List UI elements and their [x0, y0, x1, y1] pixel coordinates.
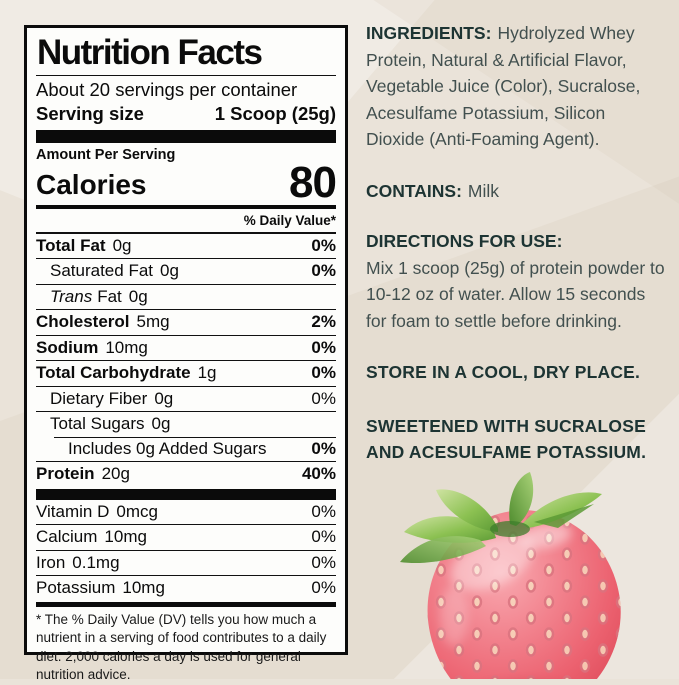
contains-paragraph: CONTAINS: Milk [366, 178, 666, 205]
ingredients-label: INGREDIENTS: [366, 23, 492, 43]
nutrient-name: Includes 0g Added Sugars [68, 438, 267, 458]
nutrient-name: Cholesterol [36, 312, 130, 332]
nutrient-dv: 0% [311, 578, 336, 598]
nutrient-name-italic: Trans [50, 286, 93, 306]
nutrient-row-trans-fat: Trans Fat 0g [36, 283, 336, 310]
storage-instruction: STORE IN A COOL, DRY PLACE. [366, 362, 641, 382]
nutrient-row-total-carbohydrate: Total Carbohydrate 1g 0% [36, 360, 336, 386]
nutrient-name: Saturated Fat [50, 261, 154, 281]
nutrient-amount: 10mg [104, 527, 147, 547]
thick-divider-bar [36, 488, 336, 500]
thick-divider-bar [36, 129, 336, 143]
nutrient-amount: 1g [197, 363, 217, 383]
nutrient-name: Total Sugars [50, 414, 145, 434]
nutrient-dv: 0% [311, 552, 336, 572]
nutrient-row-added-sugars: Includes 0g Added Sugars 0% [36, 436, 336, 462]
medium-divider-bar [36, 601, 336, 607]
nutrient-row-cholesterol: Cholesterol 5mg 2% [36, 309, 336, 335]
nutrient-amount: 10mg [105, 337, 148, 357]
nutrient-name: Total Carbohydrate [36, 363, 191, 383]
nutrient-name: Iron [36, 552, 66, 572]
ingredients-paragraph: INGREDIENTS: Hydrolyzed Whey Protein, Nat… [366, 20, 666, 153]
ingredients-text: Hydrolyzed Whey Protein, Natural & Artif… [366, 23, 641, 149]
nutrient-amount: 0g [112, 235, 132, 255]
nutrient-amount: 0g [154, 388, 174, 408]
nutrient-dv: 0% [311, 438, 336, 458]
directions-paragraph: DIRECTIONS FOR USE: Mix 1 scoop (25g) of … [366, 228, 666, 334]
micronutrient-row-iron: Iron 0.1mg 0% [36, 549, 336, 576]
servings-per-container: About 20 servings per container [36, 78, 298, 100]
strawberry-illustration [400, 472, 621, 685]
nutrient-name: Sodium [36, 337, 99, 357]
micronutrient-row-vitamin-d: Vitamin D 0mcg 0% [36, 500, 336, 525]
nutrient-name: Vitamin D [36, 501, 110, 521]
nutrient-dv: 40% [301, 464, 336, 484]
nutrient-dv: 0% [311, 388, 336, 408]
sweetener-statement: SWEETENED WITH SUCRALOSE AND ACESULFAME … [366, 415, 647, 463]
nutrient-name: Calcium [36, 527, 98, 547]
strawberry-image [396, 466, 650, 685]
nutrient-row-total-sugars: Total Sugars 0g [36, 411, 336, 437]
serving-size-value: 1 Scoop (25g) [214, 102, 336, 124]
contains-label: CONTAINS: [366, 180, 462, 201]
calories-row: Calories 80 [36, 157, 337, 207]
nutrient-amount: 5mg [136, 312, 170, 332]
micronutrient-row-potassium: Potassium 10mg 0% [36, 575, 336, 601]
calories-value: 80 [289, 157, 337, 207]
nutrient-row-dietary-fiber: Dietary Fiber 0g 0% [36, 385, 336, 412]
nutrient-dv: 0% [311, 261, 336, 281]
nutrient-row-protein: Protein 20g 40% [36, 461, 336, 487]
amount-per-serving-label: Amount Per Serving [36, 146, 176, 163]
nutrient-dv: 2% [311, 312, 336, 332]
serving-size-row: Serving size 1 Scoop (25g) [36, 102, 336, 126]
nutrient-amount: 0g [151, 414, 171, 434]
directions-text: Mix 1 scoop (25g) of protein powder to 1… [366, 257, 665, 331]
nutrient-amount: 10mg [122, 578, 165, 598]
nutrient-row-saturated-fat: Saturated Fat 0g 0% [36, 258, 336, 284]
directions-heading: DIRECTIONS FOR USE: [366, 231, 563, 251]
nutrient-name: Total Fat [36, 235, 106, 255]
contains-text: Milk [467, 180, 500, 201]
nutrition-facts-label: Nutrition Facts About 20 servings per co… [24, 25, 348, 682]
divider [36, 74, 336, 76]
micronutrient-row-calcium: Calcium 10mg 0% [36, 524, 336, 550]
nutrient-dv: 0% [311, 363, 336, 383]
calories-label: Calories [36, 168, 147, 200]
divider [36, 204, 336, 209]
serving-size-label: Serving size [36, 102, 144, 124]
nutrient-name: Dietary Fiber [50, 388, 148, 408]
nutrient-dv: 0% [311, 235, 336, 255]
daily-value-footnote: * The % Daily Value (DV) tells you how m… [36, 611, 327, 683]
nutrient-name: Fat [97, 286, 122, 306]
nutrient-name: Protein [36, 464, 95, 484]
nutrient-amount: 0g [128, 286, 148, 306]
nutrient-amount: 20g [101, 464, 130, 484]
nutrient-row-sodium: Sodium 10mg 0% [36, 334, 336, 361]
nutrient-name: Potassium [36, 578, 116, 598]
nutrient-row-total-fat: Total Fat 0g 0% [36, 232, 336, 259]
nutrient-dv: 0% [311, 501, 336, 521]
nutrient-amount: 0mcg [116, 501, 158, 521]
daily-value-header: % Daily Value* [36, 211, 336, 233]
nutrient-amount: 0.1mg [72, 552, 120, 572]
nutrient-amount: 0g [160, 261, 179, 281]
info-panel: INGREDIENTS: Hydrolyzed Whey Protein, Nat… [366, 20, 666, 493]
nutrient-dv: 0% [311, 337, 336, 357]
nutrient-dv: 0% [311, 527, 336, 547]
nutrition-facts-title: Nutrition Facts [37, 33, 263, 72]
